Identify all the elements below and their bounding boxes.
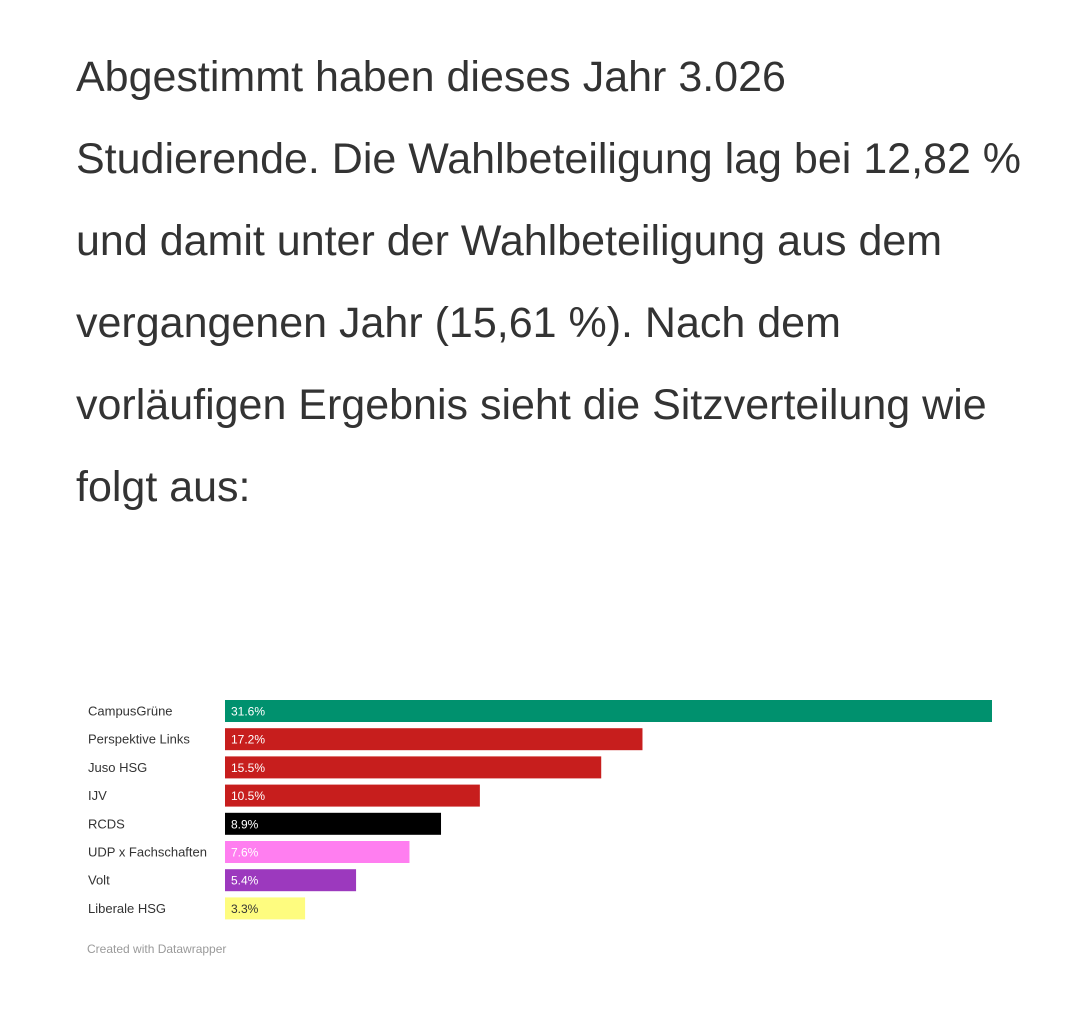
bar [225, 812, 442, 835]
value-label: 31.6% [231, 705, 265, 719]
value-label: 3.3% [231, 902, 259, 916]
category-label: Juso HSG [88, 760, 147, 775]
category-label: Volt [88, 873, 110, 888]
category-label: CampusGrüne [88, 704, 173, 719]
category-label: UDP x Fachschaften [88, 845, 207, 860]
article-paragraph: Abgestimmt haben dieses Jahr 3.026 Studi… [76, 53, 1022, 511]
value-label: 7.6% [231, 846, 259, 860]
bar [225, 784, 480, 807]
chart-credit: Created with Datawrapper [87, 942, 227, 956]
category-label: Perspektive Links [88, 732, 190, 747]
value-label: 15.5% [231, 761, 265, 775]
category-label: RCDS [88, 816, 125, 831]
bar [225, 756, 602, 779]
bar-chart-svg: CampusGrüne 31.6% Perspektive Links 17.2% Ju… [88, 700, 992, 920]
bar [225, 700, 992, 722]
value-label: 5.4% [231, 874, 259, 888]
bar [225, 841, 410, 863]
bar [225, 897, 306, 920]
value-label: 10.5% [231, 789, 265, 803]
category-label: Liberale HSG [88, 901, 166, 916]
bar [225, 869, 357, 892]
value-label: 17.2% [231, 733, 265, 747]
category-label: IJV [88, 788, 107, 803]
value-label: 8.9% [231, 817, 259, 831]
bar [225, 728, 643, 751]
party-results-chart: CampusGrüne 31.6% Perspektive Links 17.2% Ju… [0, 690, 1080, 990]
